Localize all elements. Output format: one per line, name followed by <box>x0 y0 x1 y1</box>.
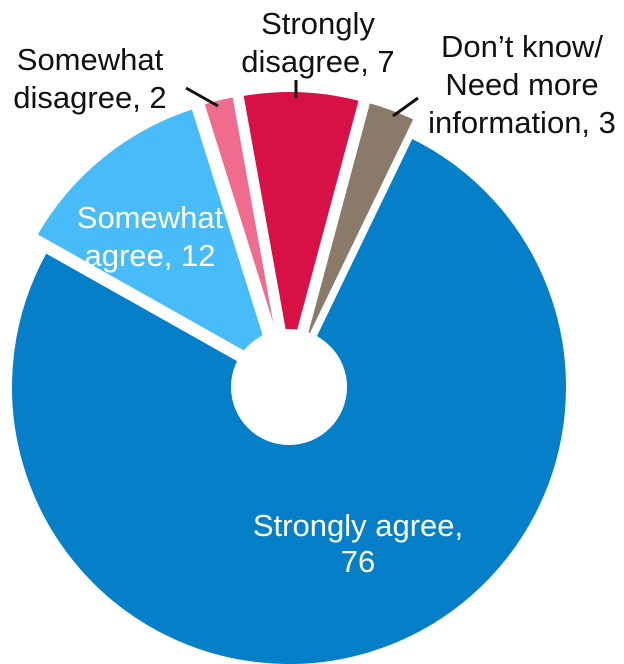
slice-label-somewhat-disagree: Somewhat disagree, 2 <box>13 42 166 115</box>
slice-label-line: Need more <box>445 67 598 102</box>
slice-label-line: disagree, 7 <box>241 44 394 79</box>
slice-label-strongly-agree: Strongly agree, 76 <box>253 508 463 579</box>
slice-label-line: disagree, 2 <box>13 80 166 115</box>
slice-label-line: Don’t know/ <box>441 29 603 64</box>
slice-label-line: information, 3 <box>428 105 616 140</box>
donut-hole <box>231 329 347 445</box>
slice-dont-know <box>292 96 421 374</box>
slice-somewhat-agree <box>30 102 281 377</box>
slice-label-line: Somewhat <box>17 42 164 77</box>
slice-label-strongly-disagree: Strongly disagree, 7 <box>241 6 394 79</box>
slice-label-line: Strongly agree, <box>253 508 463 543</box>
slice-somewhat-disagree <box>197 90 288 373</box>
slice-label-somewhat-agree: Somewhat agree, 12 <box>77 200 224 273</box>
slice-strongly-disagree <box>237 86 366 373</box>
leader-line-dont-know <box>392 96 419 118</box>
slice-label-line: Somewhat <box>77 200 224 235</box>
slice-label-line: 76 <box>341 544 375 579</box>
slice-label-line: agree, 12 <box>85 238 216 273</box>
slice-label-dont-know: Don’t know/Need more information, 3 <box>428 29 616 140</box>
slice-label-line: Strongly <box>261 6 375 41</box>
leader-line-somewhat-disagree <box>185 86 219 108</box>
